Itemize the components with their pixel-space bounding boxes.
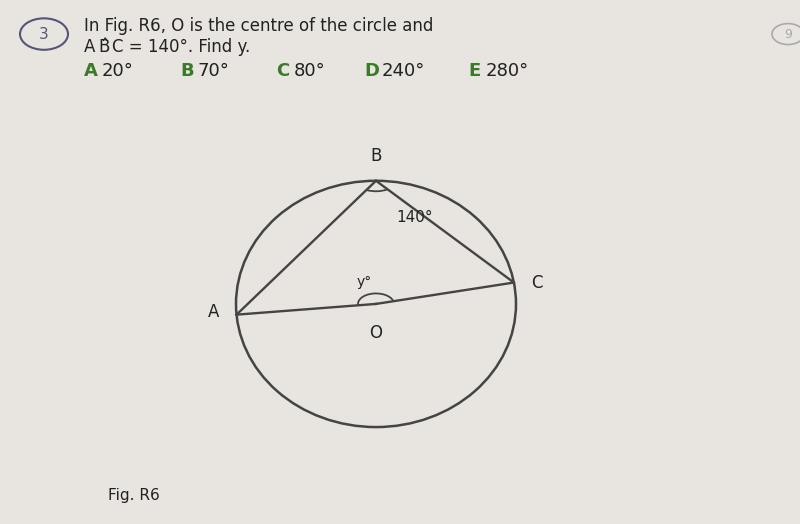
Text: 9: 9	[784, 28, 792, 40]
Text: O: O	[370, 324, 382, 342]
Text: B̂: B̂	[98, 38, 110, 56]
Text: B: B	[370, 147, 382, 165]
Text: D: D	[364, 62, 379, 80]
Text: 80°: 80°	[294, 62, 326, 80]
Text: B: B	[180, 62, 194, 80]
Text: E: E	[468, 62, 480, 80]
Text: y°: y°	[357, 275, 372, 289]
Text: A: A	[84, 62, 98, 80]
Text: 140°: 140°	[396, 210, 433, 225]
Text: 70°: 70°	[198, 62, 230, 80]
Text: C = 140°. Find y.: C = 140°. Find y.	[112, 38, 250, 56]
Text: 3: 3	[39, 27, 49, 41]
Text: A: A	[207, 303, 219, 321]
Text: 20°: 20°	[102, 62, 134, 80]
Text: A: A	[84, 38, 95, 56]
Text: C: C	[531, 274, 543, 291]
Text: C: C	[276, 62, 290, 80]
Text: Fig. R6: Fig. R6	[108, 488, 160, 503]
Text: 240°: 240°	[382, 62, 425, 80]
Text: 280°: 280°	[486, 62, 529, 80]
Text: In Fig. R6, O is the centre of the circle and: In Fig. R6, O is the centre of the circl…	[84, 17, 434, 35]
